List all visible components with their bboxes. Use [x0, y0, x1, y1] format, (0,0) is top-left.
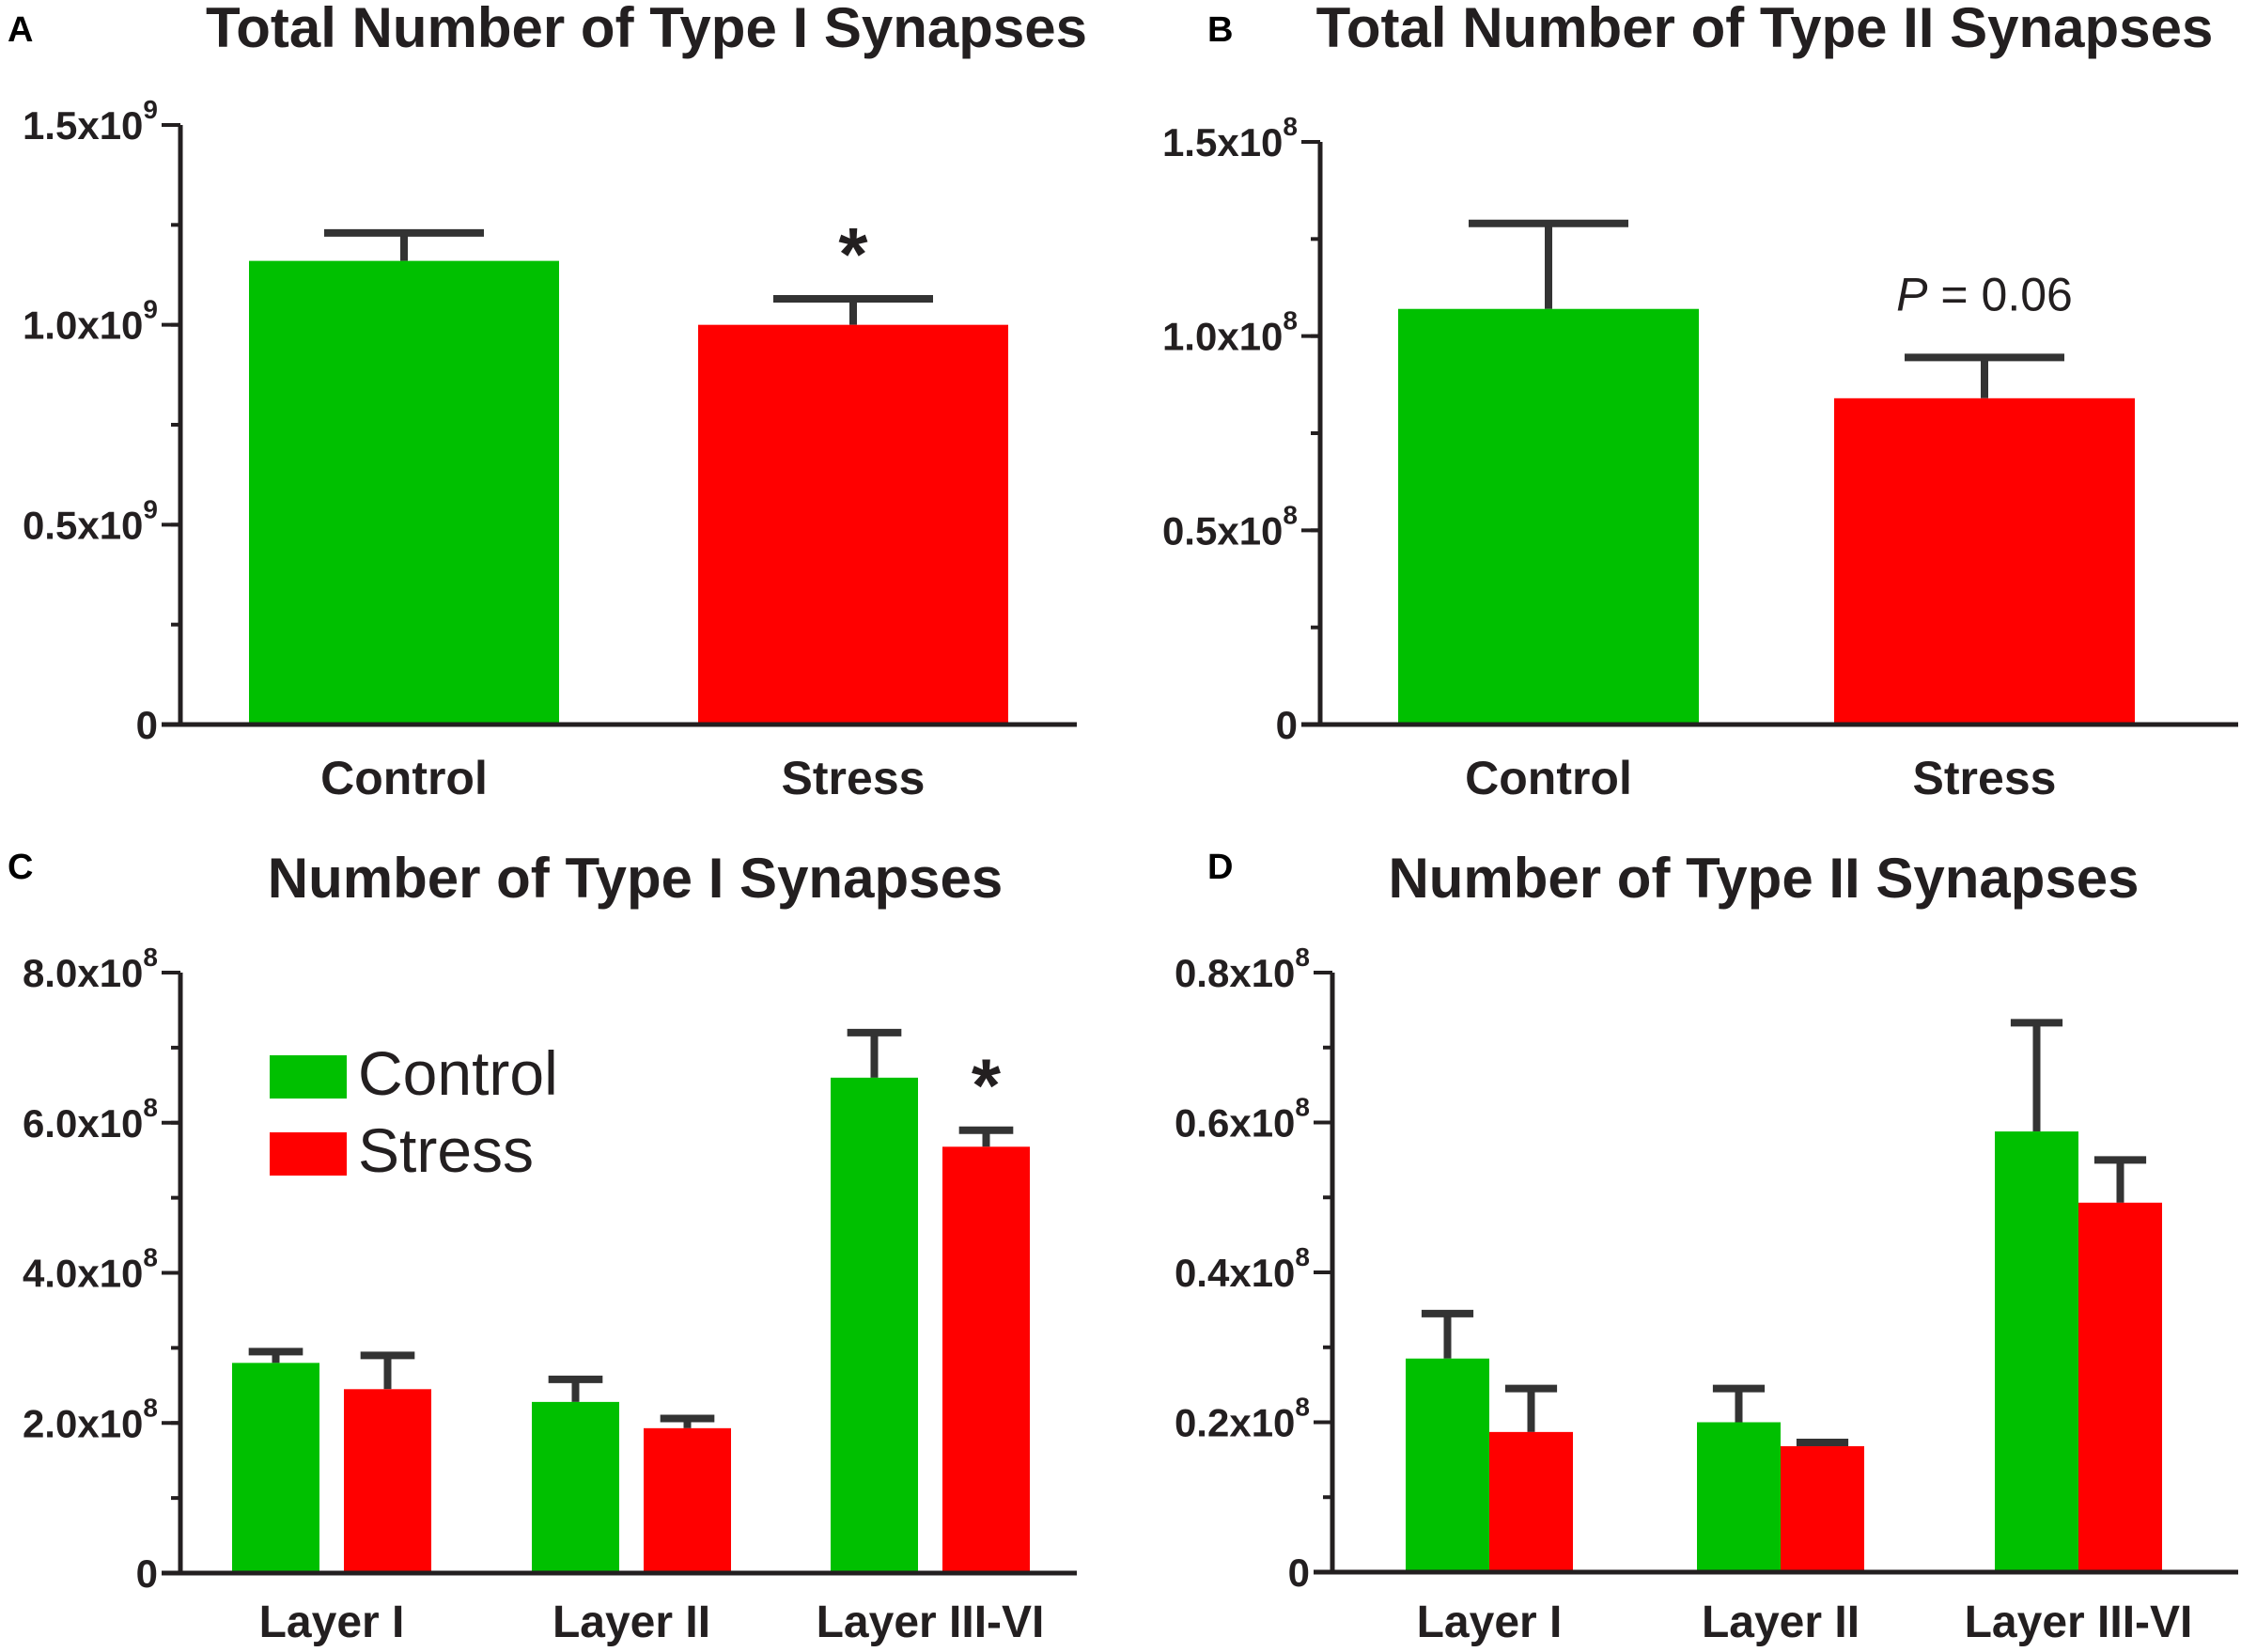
- legend-label: Stress: [358, 1115, 534, 1185]
- chart-title: Total Number of Type II Synapses: [1316, 0, 2214, 59]
- y-tick-label: 8.0x108: [23, 943, 158, 995]
- significance-star: *: [972, 1044, 1002, 1128]
- p-value-annotation: P = 0.06: [1896, 268, 2073, 320]
- chart-title: Number of Type I Synapses: [268, 847, 1003, 910]
- bar-control: [1995, 1131, 2078, 1572]
- chart-panel-a: A Total Number of Type I Synapses 0 0.5x109…: [8, 0, 1087, 804]
- y-tick-label: 1.5x109: [23, 95, 158, 148]
- y-tick-label: 0.5x108: [1162, 500, 1298, 553]
- y-tick-label: 1.0x109: [23, 295, 158, 348]
- panel-letter: A: [8, 10, 33, 50]
- y-tick-label: 0.2x108: [1175, 1393, 1310, 1445]
- bar-control: [1406, 1358, 1489, 1572]
- y-tick-label: 2.0x108: [23, 1393, 158, 1445]
- bar-control: [1697, 1422, 1781, 1572]
- bar-stress: [942, 1146, 1030, 1573]
- bar-control: [831, 1077, 918, 1573]
- y-tick-label: 0.4x108: [1175, 1242, 1310, 1295]
- chart-title: Number of Type II Synapses: [1388, 847, 2139, 910]
- y-tick-label: 0.6x108: [1175, 1093, 1310, 1145]
- bar-control: [1398, 308, 1699, 725]
- bar-control: [232, 1363, 319, 1573]
- x-tick-label: Control: [1465, 752, 1632, 804]
- y-tick-label: 1.5x108: [1162, 112, 1298, 164]
- bar-stress: [2078, 1202, 2162, 1572]
- x-tick-label: Layer III-VI: [1965, 1597, 2193, 1647]
- bar-control: [249, 260, 559, 725]
- bar-stress: [1489, 1431, 1573, 1572]
- significance-star: *: [838, 212, 868, 296]
- x-tick-label: Layer I: [259, 1597, 405, 1647]
- bar-control: [532, 1401, 619, 1573]
- y-tick-label: 4.0x108: [23, 1243, 158, 1296]
- panel-letter: D: [1207, 848, 1233, 887]
- x-tick-label: Stress: [1913, 752, 2057, 804]
- x-tick-label: Layer II: [1702, 1597, 1860, 1647]
- legend-label: Control: [358, 1038, 558, 1108]
- y-tick-label: 0: [136, 703, 158, 747]
- bar-stress: [1781, 1446, 1864, 1572]
- y-tick-label: 0.8x108: [1175, 943, 1310, 995]
- y-tick-label: 0.5x109: [23, 494, 158, 547]
- x-tick-label: Stress: [782, 752, 926, 804]
- x-tick-label: Control: [320, 752, 488, 804]
- y-tick-label: 0: [1288, 1551, 1310, 1595]
- x-tick-label: Layer III-VI: [817, 1597, 1045, 1647]
- legend-swatch-control: [270, 1055, 347, 1099]
- y-tick-label: 0: [1276, 703, 1298, 747]
- y-tick-label: 0: [136, 1551, 158, 1596]
- chart-panel-d: D Number of Type II Synapses 0 0.2x108 0.4x1…: [1175, 847, 2238, 1647]
- x-tick-label: Layer II: [552, 1597, 710, 1647]
- y-tick-label: 1.0x108: [1162, 306, 1298, 359]
- chart-panel-b: B Total Number of Type II Synapses 0 0.5x10…: [1162, 0, 2238, 804]
- bar-stress: [344, 1389, 431, 1573]
- panel-letter: B: [1207, 10, 1233, 50]
- bar-stress: [1834, 397, 2135, 725]
- y-tick-label: 6.0x108: [23, 1093, 158, 1145]
- x-tick-label: Layer I: [1417, 1597, 1563, 1647]
- chart-title: Total Number of Type I Synapses: [206, 0, 1087, 59]
- chart-panel-c: C Number of Type I Synapses 0 2.0x108 4.0x10…: [8, 847, 1077, 1647]
- legend-swatch-stress: [270, 1132, 347, 1176]
- bar-stress: [644, 1427, 731, 1573]
- panel-letter: C: [8, 848, 33, 887]
- bar-stress: [698, 324, 1008, 725]
